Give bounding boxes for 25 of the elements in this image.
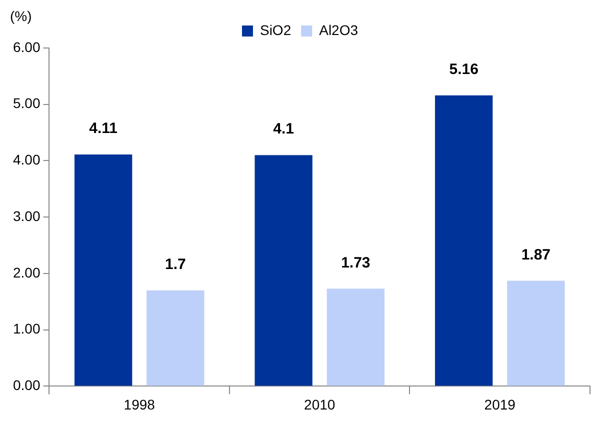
y-tick-label: 1.00 <box>13 320 40 337</box>
y-axis-title: (%) <box>10 8 32 24</box>
bar <box>74 154 132 386</box>
x-tick-label: 1998 <box>124 396 156 412</box>
data-label: 4.1 <box>273 120 294 138</box>
x-tick-label: 2019 <box>484 396 516 412</box>
y-tick-label: 2.00 <box>13 264 40 280</box>
bar <box>507 280 565 386</box>
legend-label: SiO2 <box>260 22 292 38</box>
data-label: 1.7 <box>164 256 186 274</box>
bar <box>326 288 385 386</box>
bar <box>434 95 493 386</box>
y-tick-label: 3.00 <box>13 208 40 224</box>
y-tick-label: 4.00 <box>13 152 40 168</box>
y-tick-label: 0.00 <box>13 377 40 394</box>
data-label: 1.73 <box>341 254 370 272</box>
data-label: 1.87 <box>521 246 551 264</box>
bar <box>254 155 312 386</box>
bar <box>146 290 204 386</box>
legend-label: Al2O3 <box>319 22 358 38</box>
y-tick-label: 6.00 <box>13 38 40 55</box>
x-tick-label: 2010 <box>304 396 336 412</box>
y-tick-label: 5.00 <box>13 95 40 112</box>
data-label: 4.11 <box>89 120 118 138</box>
data-label: 5.16 <box>449 60 478 78</box>
